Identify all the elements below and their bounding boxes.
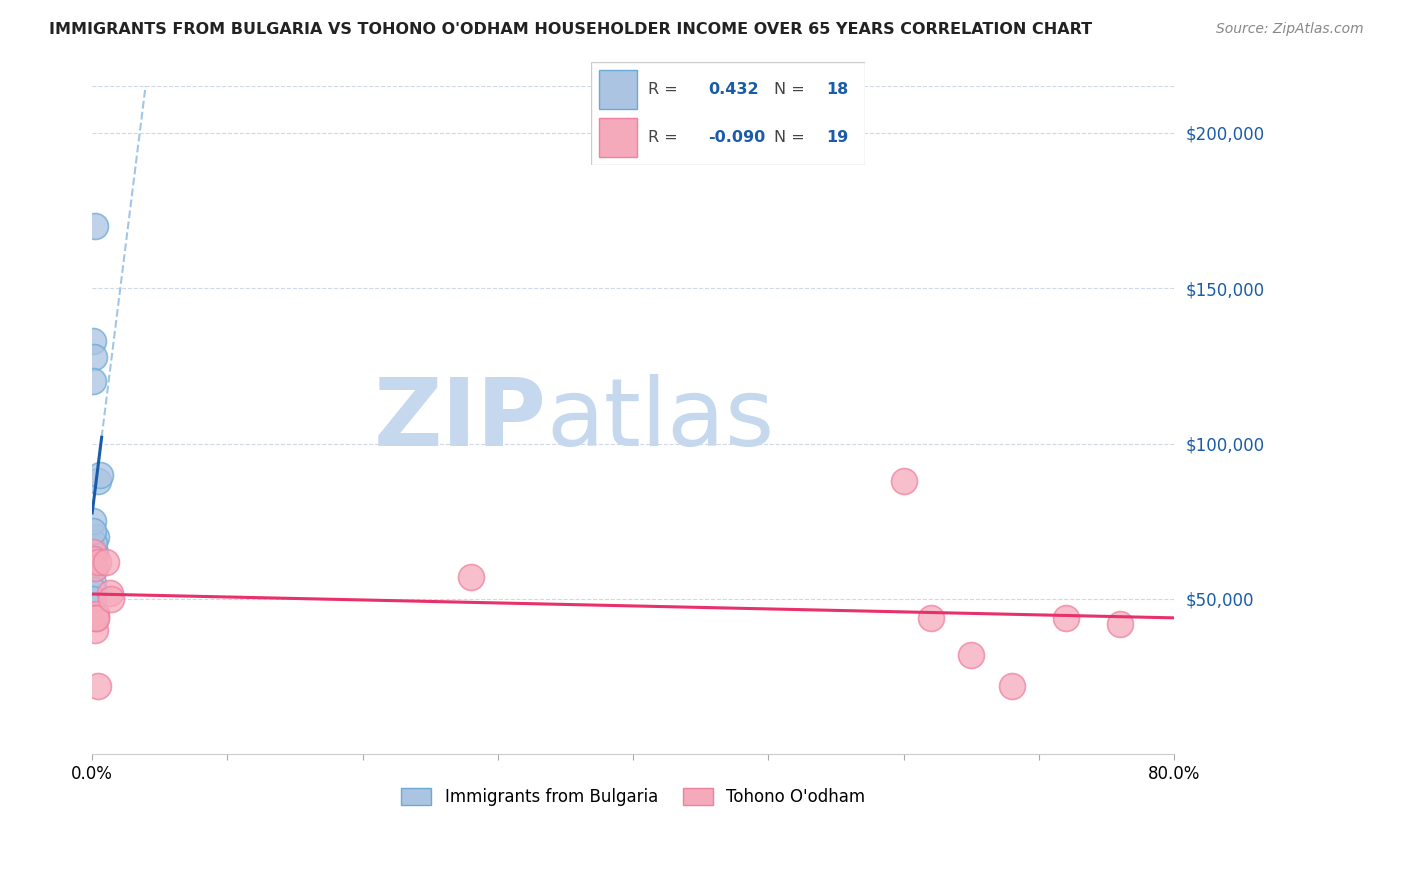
Point [82, 545, 104, 559]
Point [94, 555, 117, 569]
Point [84, 610, 107, 624]
Text: R =: R = [648, 130, 683, 145]
Point [460, 570, 482, 584]
Point [84, 610, 107, 624]
Text: N =: N = [775, 81, 810, 96]
Point [82, 555, 104, 569]
Point [100, 591, 122, 606]
Point [83, 350, 105, 364]
Text: ZIP: ZIP [374, 375, 547, 467]
Text: IMMIGRANTS FROM BULGARIA VS TOHONO O'ODHAM HOUSEHOLDER INCOME OVER 65 YEARS CORR: IMMIGRANTS FROM BULGARIA VS TOHONO O'ODH… [49, 22, 1092, 37]
Point [83, 536, 105, 550]
Point [83, 551, 105, 566]
Text: 19: 19 [827, 130, 849, 145]
Point [1109, 616, 1132, 631]
FancyBboxPatch shape [599, 70, 637, 109]
Point [960, 648, 983, 662]
Point [82, 514, 104, 528]
FancyBboxPatch shape [599, 118, 637, 157]
Point [84, 530, 107, 544]
Point [98, 585, 121, 599]
Text: N =: N = [775, 130, 810, 145]
Point [86, 555, 108, 569]
Point [920, 610, 942, 624]
Point [83, 219, 105, 234]
Point [1054, 610, 1077, 624]
Point [86, 474, 108, 488]
Point [89, 467, 111, 482]
Point [1001, 679, 1024, 693]
Point [82, 551, 104, 566]
Point [82, 582, 104, 597]
Point [83, 561, 105, 575]
Point [82, 334, 104, 348]
Text: 18: 18 [827, 81, 849, 96]
Text: R =: R = [648, 81, 683, 96]
Text: atlas: atlas [547, 375, 775, 467]
FancyBboxPatch shape [591, 62, 865, 165]
Point [82, 551, 104, 566]
Point [83, 545, 105, 559]
Point [86, 679, 108, 693]
Point [82, 591, 104, 606]
Text: -0.090: -0.090 [709, 130, 766, 145]
Point [83, 623, 105, 637]
Legend: Immigrants from Bulgaria, Tohono O'odham: Immigrants from Bulgaria, Tohono O'odham [395, 781, 872, 813]
Point [82, 375, 104, 389]
Point [82, 576, 104, 591]
Text: Source: ZipAtlas.com: Source: ZipAtlas.com [1216, 22, 1364, 37]
Point [82, 524, 104, 538]
Point [893, 474, 915, 488]
Text: 0.432: 0.432 [709, 81, 759, 96]
Point [84, 607, 107, 622]
Point [83, 561, 105, 575]
